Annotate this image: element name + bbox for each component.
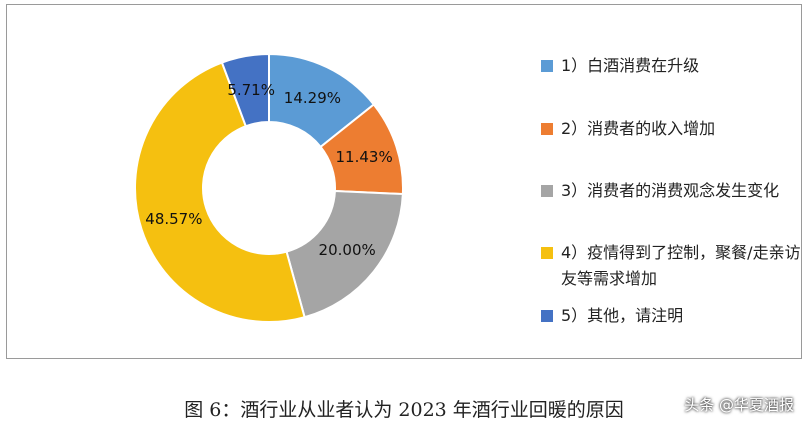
legend-label-2: 2）消费者的收入增加: [561, 119, 716, 138]
slice-value-label-2: 11.43%: [335, 148, 393, 167]
legend-swatch-3: [541, 185, 553, 197]
donut-slice-5: [220, 52, 270, 128]
legend-swatch-4: [541, 247, 553, 259]
legend-label-5: 5）其他，请注明: [561, 306, 684, 325]
figure-caption: 图 6：酒行业从业者认为 2023 年酒行业回暖的原因: [184, 399, 624, 421]
legend-item-1: 1）白酒消费在升级: [541, 55, 801, 79]
watermark-tag: 头条 @华夏酒报: [684, 396, 794, 414]
donut-slice-3: [285, 189, 404, 319]
legend-item-3: 3）消费者的消费观念发生变化: [541, 180, 801, 204]
legend-item-5: 5）其他，请注明: [541, 305, 801, 329]
legend-label-1: 1）白酒消费在升级: [561, 56, 700, 75]
donut-chart: [134, 52, 404, 323]
legend-label-3: 3）消费者的消费观念发生变化: [561, 181, 780, 200]
legend-item-4: 4）疫情得到了控制，聚餐/走亲访友等需求增加: [541, 242, 801, 292]
legend-swatch-2: [541, 123, 553, 135]
legend-swatch-1: [541, 60, 553, 72]
slice-value-label-3: 20.00%: [318, 241, 376, 260]
legend-label-4: 4）疫情得到了控制，聚餐/走亲访友等需求增加: [561, 243, 801, 288]
slice-value-label-4: 48.57%: [145, 209, 203, 228]
legend-item-2: 2）消费者的收入增加: [541, 118, 801, 142]
slice-value-label-1: 14.29%: [283, 88, 341, 107]
donut-slice-4: [134, 61, 306, 323]
chart-frame: 14.29% 11.43% 20.00% 48.57% 5.71% 1）白酒消费在升级 2…: [6, 4, 802, 359]
legend-swatch-5: [541, 310, 553, 322]
slice-value-label-5: 5.71%: [227, 80, 275, 99]
